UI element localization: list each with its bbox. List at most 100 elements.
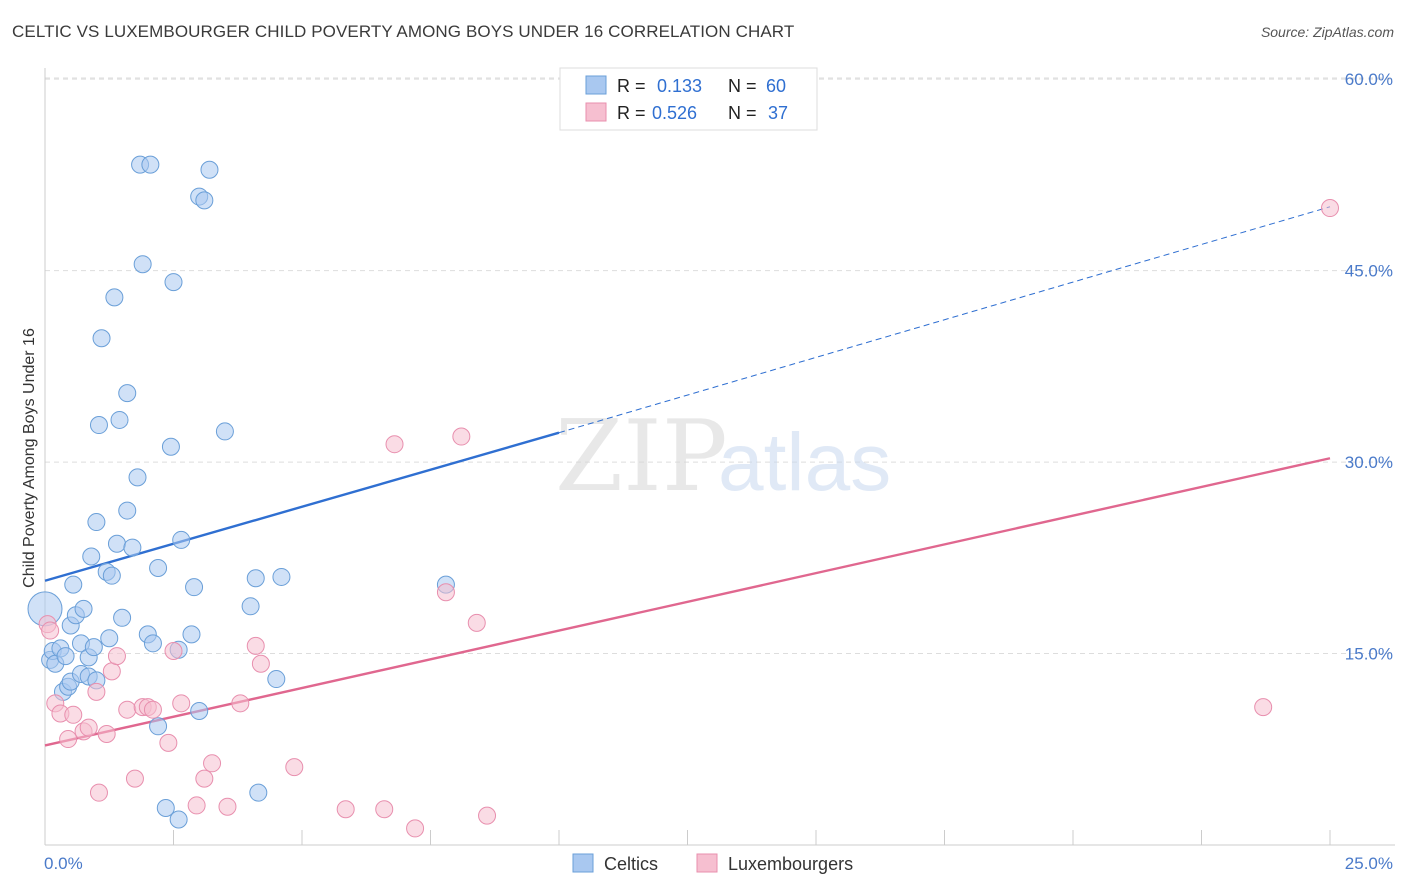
celtic-point — [143, 634, 162, 653]
celtic-point — [118, 384, 137, 403]
luxembourger-point — [436, 583, 455, 602]
luxembourger-point — [89, 783, 108, 802]
celtic-point — [195, 191, 214, 210]
luxembourger-point — [172, 694, 191, 713]
luxembourger-point — [187, 796, 206, 815]
celtic-point — [107, 534, 126, 553]
celtic-point — [215, 422, 234, 441]
bottom-legend: Celtics Luxembourgers — [572, 853, 853, 874]
watermark-zip: ZIP — [555, 400, 728, 514]
tick-labels: 15.0% 30.0% 45.0% 60.0% 0.0% 25.0% — [44, 70, 1393, 873]
data-points — [27, 155, 1339, 838]
celtic-point — [246, 569, 265, 588]
celtic-point — [128, 468, 147, 487]
luxembourger-point — [406, 819, 425, 838]
watermark-atlas: atlas — [718, 417, 891, 508]
luxembourger-point — [452, 427, 471, 446]
celtic-point — [169, 810, 188, 829]
watermark: ZIP atlas — [555, 400, 891, 514]
celtic-point — [113, 608, 132, 627]
celtic-trend-extension — [558, 206, 1331, 434]
luxembourger-point — [41, 621, 60, 640]
luxembourger-point — [79, 718, 98, 737]
legend-swatch-celtics — [585, 75, 607, 95]
celtic-point — [118, 501, 137, 520]
celtic-point — [272, 567, 291, 586]
legend-n-value-1: 60 — [766, 76, 786, 96]
celtic-point — [133, 255, 152, 274]
y-tick-label: 45.0% — [1345, 262, 1393, 281]
celtic-point — [84, 638, 103, 657]
y-axis-label: Child Poverty Among Boys Under 16 — [21, 328, 38, 588]
luxembourger-point — [203, 754, 222, 773]
legend-r-label-2: R = — [617, 103, 646, 123]
celtic-point — [164, 273, 183, 292]
luxembourger-point — [246, 636, 265, 655]
celtic-point — [110, 410, 129, 429]
luxembourger-point — [285, 758, 304, 777]
celtic-point — [89, 416, 108, 435]
legend-swatch-luxembourgers — [585, 102, 607, 122]
celtic-point — [149, 559, 168, 578]
luxembourger-point — [59, 730, 78, 749]
legend-n-label-1: N = — [728, 76, 757, 96]
x-tick-label: 0.0% — [44, 854, 83, 873]
bottom-legend-swatch-celtics — [572, 853, 594, 873]
grid-lines — [45, 77, 1395, 655]
chart-title: CELTIC VS LUXEMBOURGER CHILD POVERTY AMO… — [12, 22, 795, 41]
celtic-point — [87, 513, 106, 532]
celtic-point — [123, 538, 142, 557]
legend-r-label-1: R = — [617, 76, 646, 96]
celtic-point — [105, 288, 124, 307]
celtic-point — [56, 647, 75, 666]
celtic-point — [185, 578, 204, 597]
legend-r-value-1: 0.133 — [657, 76, 702, 96]
celtic-point — [267, 670, 286, 689]
luxembourger-point — [218, 797, 237, 816]
celtic-point — [190, 701, 209, 720]
celtic-point — [149, 717, 168, 736]
top-legend: R = 0.133 N = 60 R = 0.526 N = 37 — [559, 67, 818, 131]
axes — [44, 68, 1395, 846]
luxembourger-point — [87, 682, 106, 701]
luxembourger-point — [385, 435, 404, 454]
luxembourger-point — [102, 662, 121, 681]
bottom-legend-swatch-luxembourgers — [696, 853, 718, 873]
celtic-point — [200, 160, 219, 179]
source-label: Source: ZipAtlas.com — [1260, 24, 1394, 40]
y-tick-label: 60.0% — [1345, 70, 1393, 89]
luxembourger-point — [195, 769, 214, 788]
luxembourger-point — [251, 654, 270, 673]
celtic-point — [156, 798, 175, 817]
luxembourger-point — [1254, 698, 1273, 717]
luxembourger-point — [97, 724, 116, 743]
celtic-point — [249, 783, 268, 802]
luxembourger-point — [118, 700, 137, 719]
luxembourger-point — [375, 800, 394, 819]
bottom-legend-celtics: Celtics — [604, 854, 658, 874]
celtic-point — [102, 566, 121, 585]
luxembourger-point — [231, 694, 250, 713]
y-tick-label: 15.0% — [1345, 645, 1393, 664]
luxembourger-point — [336, 800, 355, 819]
luxembourger-point — [107, 647, 126, 666]
celtic-point — [241, 597, 260, 616]
celtic-point — [141, 155, 160, 174]
celtic-point — [182, 625, 201, 644]
celtic-point — [64, 575, 83, 594]
legend-n-label-2: N = — [728, 103, 757, 123]
luxembourger-point — [159, 733, 178, 752]
celtic-point — [82, 547, 101, 566]
x-tick-label: 25.0% — [1345, 854, 1393, 873]
celtic-point — [161, 437, 180, 456]
celtic-point — [74, 599, 93, 618]
celtic-point — [100, 629, 119, 648]
luxembourger-point — [478, 806, 497, 825]
luxembourger-point — [125, 769, 144, 788]
celtic-point — [172, 530, 191, 549]
y-tick-label: 30.0% — [1345, 453, 1393, 472]
bottom-legend-luxembourgers: Luxembourgers — [728, 854, 853, 874]
luxembourger-point — [467, 613, 486, 632]
legend-r-value-2: 0.526 — [652, 103, 697, 123]
